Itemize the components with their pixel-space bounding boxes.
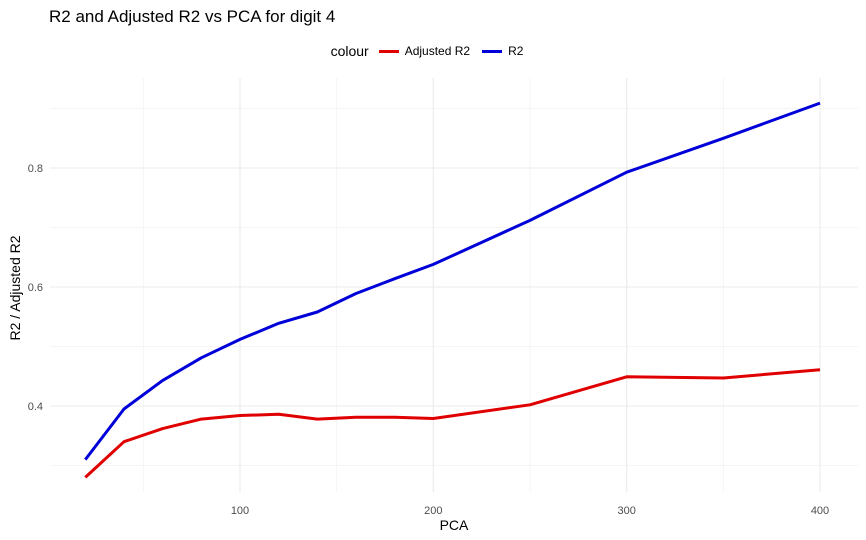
x-tick-label: 100	[231, 505, 249, 517]
y-axis-title: R2 / Adjusted R2	[7, 235, 23, 340]
chart-title: R2 and Adjusted R2 vs PCA for digit 4	[49, 7, 336, 26]
legend-key-adjusted-r2	[378, 49, 399, 53]
legend-title: colour	[330, 43, 369, 59]
y-tick-label: 0.8	[28, 163, 43, 175]
series-line-adjusted-r2	[84, 368, 821, 479]
legend-key-r2	[482, 49, 503, 53]
x-axis-title: PCA	[440, 517, 469, 533]
y-tick-label: 0.6	[28, 282, 43, 294]
x-tick-label: 400	[811, 505, 829, 517]
x-tick-label: 300	[617, 505, 635, 517]
series-line-r2	[84, 101, 821, 461]
legend-label-adjusted-r2: Adjusted R2	[404, 44, 471, 58]
x-tick-label: 200	[424, 505, 442, 517]
legend-item-r2: R2	[482, 44, 523, 58]
legend: colour Adjusted R2 R2	[0, 43, 866, 59]
legend-item-adjusted-r2: Adjusted R2	[378, 44, 471, 58]
y-tick-label: 0.4	[28, 401, 43, 413]
legend-label-r2: R2	[508, 44, 524, 58]
